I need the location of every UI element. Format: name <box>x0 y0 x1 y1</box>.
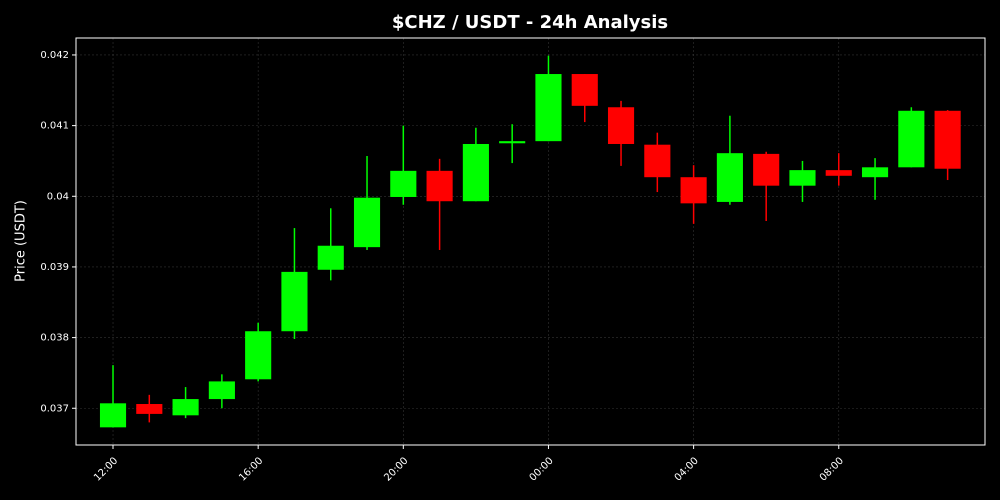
candles <box>99 55 961 428</box>
grid <box>76 38 985 445</box>
y-tick-label: 0.04 <box>47 191 69 202</box>
candle-body <box>426 170 453 202</box>
candle-body <box>571 74 598 106</box>
candle-body <box>208 381 235 400</box>
candle-body <box>462 143 489 202</box>
candle-body <box>680 177 707 204</box>
y-tick-label: 0.039 <box>40 262 69 273</box>
candle-body <box>898 110 925 168</box>
y-tick-label: 0.042 <box>40 50 69 61</box>
candle-body <box>317 245 344 270</box>
candle-body <box>789 170 816 186</box>
candle-body <box>825 170 852 176</box>
candle-body <box>753 153 780 186</box>
y-tick-label: 0.037 <box>40 403 69 414</box>
candle-body <box>245 331 272 380</box>
chart-title: $CHZ / USDT - 24h Analysis <box>392 12 668 33</box>
candle-body <box>353 197 381 248</box>
candle-body <box>390 170 417 197</box>
candle-body <box>499 141 526 144</box>
y-tick-label: 0.041 <box>40 121 69 132</box>
candle-body <box>535 74 562 142</box>
plot-frame <box>75 37 986 446</box>
candle-body <box>607 107 635 144</box>
candle-body <box>644 144 671 178</box>
candle-body <box>172 399 199 416</box>
candle-body <box>716 153 743 202</box>
y-axis-label: Price (USDT) <box>14 200 29 282</box>
candle-body <box>136 404 163 414</box>
candle-body <box>861 167 889 178</box>
y-tick-label: 0.038 <box>40 333 69 344</box>
candle-body <box>99 403 127 428</box>
candle-body <box>934 110 961 169</box>
candle-body <box>281 271 308 332</box>
